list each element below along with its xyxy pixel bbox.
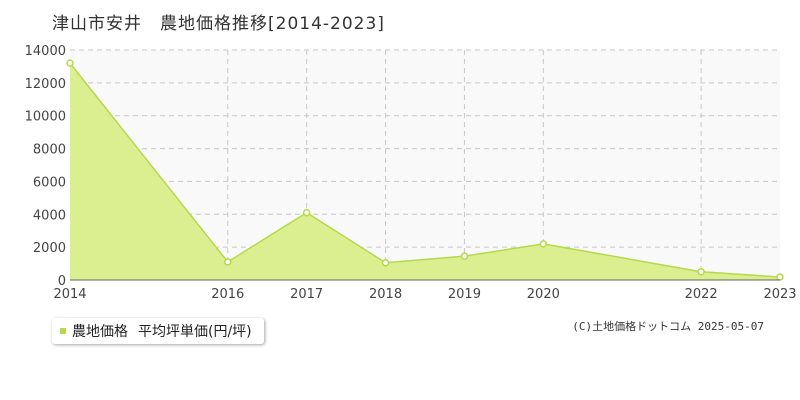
y-tick-label: 4000 — [33, 208, 66, 223]
x-tick-label: 2017 — [290, 287, 323, 302]
x-axis-tick-labels: 2014 2016 2017 2018 2019 2020 2022 2023 — [53, 287, 796, 302]
y-tick-label: 12000 — [25, 77, 66, 92]
x-tick-label: 2020 — [527, 287, 560, 302]
data-point — [697, 268, 705, 276]
y-axis-tick-labels: 0 2000 4000 6000 8000 10000 12000 14000 — [25, 44, 66, 289]
legend-swatch — [60, 328, 66, 334]
y-tick-label: 10000 — [25, 110, 66, 125]
data-point — [66, 59, 74, 67]
price-area — [70, 63, 780, 281]
x-tick-label: 2016 — [211, 287, 244, 302]
copyright-text: (C)土地価格ドットコム 2025-05-07 — [572, 320, 764, 333]
data-markers — [66, 59, 784, 281]
y-tick-label: 8000 — [33, 143, 66, 158]
x-tick-label: 2018 — [369, 287, 402, 302]
legend: 農地価格 平均坪単価(円/坪) — [52, 318, 264, 344]
legend-unit-label: 平均坪単価(円/坪) — [138, 324, 252, 340]
data-point — [302, 208, 311, 217]
data-point — [224, 258, 232, 266]
data-point — [460, 252, 469, 260]
y-tick-label: 0 — [58, 274, 66, 289]
x-tick-label: 2014 — [53, 287, 86, 302]
chart-title: 津山市安井 農地価格推移[2014-2023] — [52, 14, 385, 34]
x-tick-label: 2023 — [763, 287, 796, 302]
y-tick-label: 14000 — [25, 44, 66, 59]
data-point — [381, 259, 390, 267]
price-line — [69, 62, 781, 278]
legend-series-label: 農地価格 — [72, 324, 128, 340]
x-tick-label: 2019 — [448, 287, 481, 302]
y-tick-label: 2000 — [33, 241, 66, 256]
x-tick-label: 2022 — [685, 287, 718, 302]
data-point — [776, 273, 784, 281]
data-point — [539, 240, 548, 248]
y-tick-label: 6000 — [33, 175, 66, 190]
